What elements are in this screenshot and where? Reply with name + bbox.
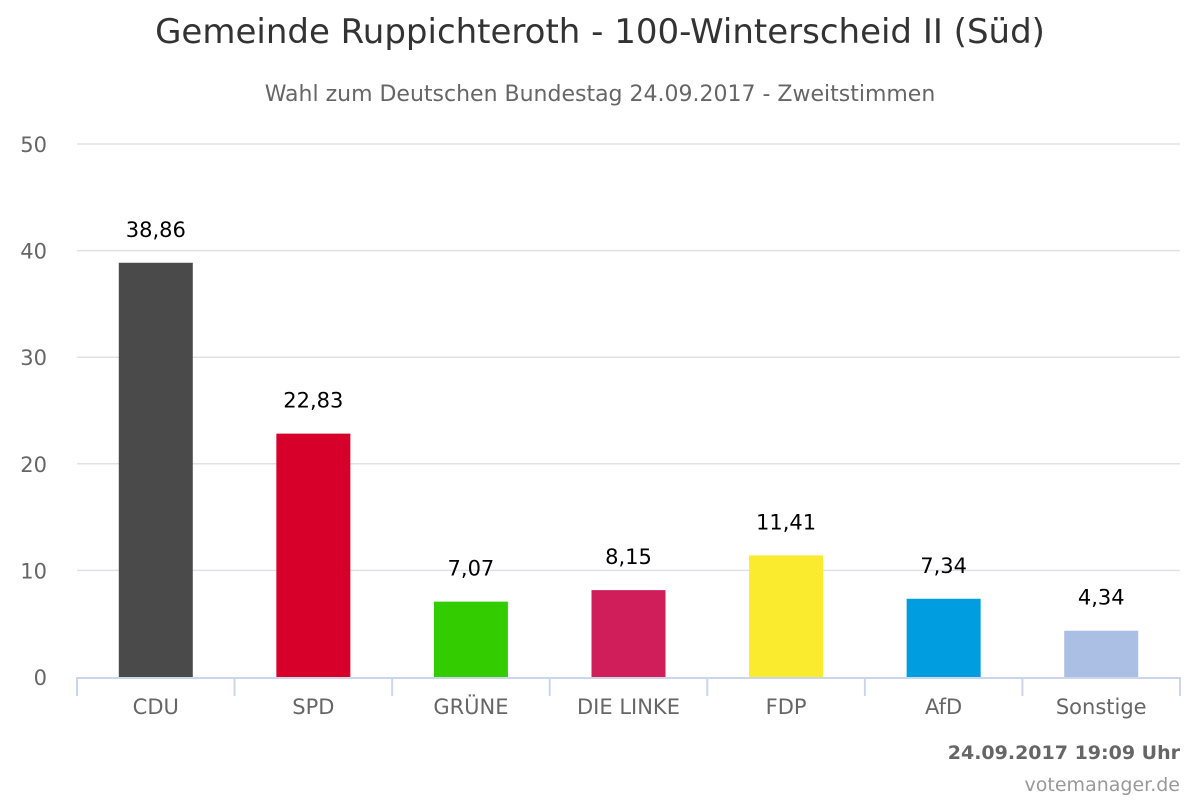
chart-title: Gemeinde Ruppichteroth - 100-Winterschei… [155,12,1045,52]
x-tick-label: CDU [133,695,179,719]
bar-die-linke [591,590,666,677]
x-tick-label: DIE LINKE [577,695,680,719]
bar-cdu [118,262,193,677]
timestamp: 24.09.2017 19:09 Uhr [947,742,1180,764]
chart-subtitle: Wahl zum Deutschen Bundestag 24.09.2017 … [264,82,936,107]
data-label: 7,07 [448,557,495,581]
x-tick-label: AfD [925,695,962,719]
bar-grüne [433,601,508,677]
y-tick-label: 0 [34,666,47,690]
y-tick-label: 40 [20,240,47,264]
x-tick-label: SPD [292,695,334,719]
data-label: 7,34 [920,554,967,578]
y-tick-label: 50 [20,133,47,157]
y-tick-label: 10 [20,559,47,583]
bar-afd [906,598,981,677]
credit-link[interactable]: votemanager.de [1024,774,1180,796]
x-tick-label: FDP [766,695,807,719]
data-label: 38,86 [126,218,186,242]
y-tick-label: 30 [20,346,47,370]
data-label: 4,34 [1078,586,1125,610]
data-label: 11,41 [756,510,816,534]
bar-spd [276,433,351,677]
data-label: 22,83 [283,389,343,413]
y-tick-label: 20 [20,453,47,477]
data-label: 8,15 [605,545,652,569]
x-tick-label: GRÜNE [433,694,508,719]
bar-fdp [749,555,824,677]
bar-sonstige [1064,630,1139,677]
x-tick-label: Sonstige [1056,695,1147,719]
